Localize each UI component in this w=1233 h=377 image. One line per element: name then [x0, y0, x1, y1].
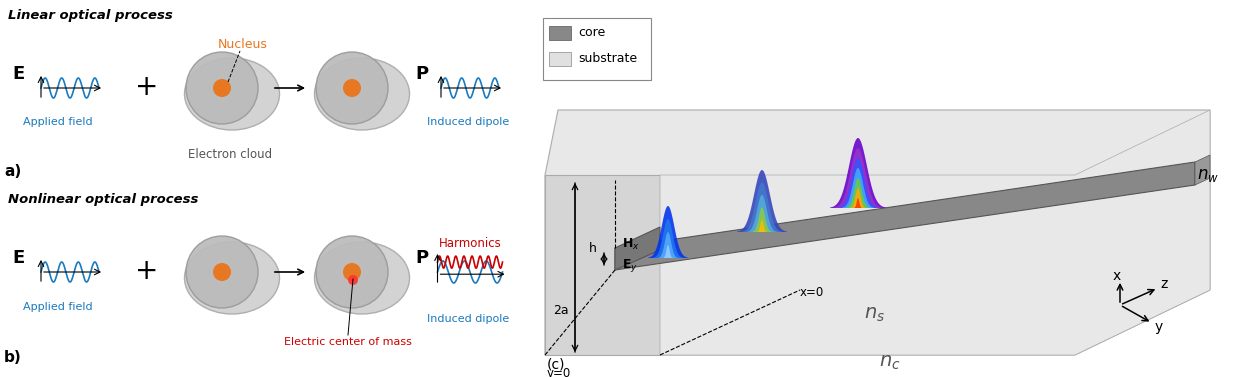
Text: Electric center of mass: Electric center of mass — [284, 337, 412, 347]
Text: 2a: 2a — [554, 303, 568, 317]
Circle shape — [343, 263, 361, 281]
Circle shape — [348, 275, 358, 285]
Text: a): a) — [4, 164, 21, 179]
Text: y=0: y=0 — [547, 367, 571, 377]
Polygon shape — [838, 158, 878, 208]
Circle shape — [343, 79, 361, 97]
Polygon shape — [615, 162, 1195, 270]
Polygon shape — [663, 245, 673, 258]
Text: Linear optical process: Linear optical process — [7, 9, 173, 22]
Text: h: h — [589, 242, 597, 254]
Polygon shape — [747, 195, 777, 232]
Text: x=0: x=0 — [800, 287, 824, 299]
Text: Harmonics: Harmonics — [439, 237, 502, 250]
Text: $\mathbf{E}$: $\mathbf{E}$ — [12, 249, 25, 267]
Polygon shape — [1195, 155, 1210, 185]
Polygon shape — [757, 219, 767, 232]
Polygon shape — [660, 110, 1210, 355]
Circle shape — [213, 263, 231, 281]
Text: (c): (c) — [547, 358, 566, 372]
Text: +: + — [136, 73, 159, 101]
Text: $\boldsymbol{n_c}$: $\boldsymbol{n_c}$ — [879, 352, 901, 371]
Polygon shape — [850, 188, 866, 208]
Circle shape — [316, 52, 388, 124]
Bar — [549, 26, 571, 40]
Text: Nucleus: Nucleus — [218, 38, 268, 52]
Text: x: x — [1113, 269, 1121, 283]
Polygon shape — [615, 227, 660, 270]
Polygon shape — [545, 110, 1210, 355]
Text: Induced dipole: Induced dipole — [427, 314, 509, 324]
Text: Induced dipole: Induced dipole — [427, 117, 509, 127]
Bar — [549, 52, 571, 66]
Text: Electron cloud: Electron cloud — [187, 148, 272, 161]
Polygon shape — [742, 182, 782, 232]
Text: core: core — [578, 26, 605, 40]
Text: $\mathbf{E}$: $\mathbf{E}$ — [12, 65, 25, 83]
Polygon shape — [752, 207, 772, 232]
Text: substrate: substrate — [578, 52, 637, 66]
Polygon shape — [830, 138, 887, 208]
Polygon shape — [653, 219, 683, 258]
Text: $\mathbf{P}$: $\mathbf{P}$ — [416, 249, 429, 267]
Text: $\boldsymbol{n_s}$: $\boldsymbol{n_s}$ — [864, 305, 885, 325]
Text: Applied field: Applied field — [23, 117, 92, 127]
Text: Applied field: Applied field — [23, 302, 92, 312]
Text: +: + — [136, 257, 159, 285]
Text: $\mathbf{E}_y$: $\mathbf{E}_y$ — [621, 256, 637, 273]
Polygon shape — [854, 198, 862, 208]
Text: y: y — [1155, 320, 1163, 334]
Circle shape — [186, 236, 258, 308]
Ellipse shape — [185, 58, 280, 130]
Text: $\boldsymbol{n_w}$: $\boldsymbol{n_w}$ — [1197, 166, 1219, 184]
Ellipse shape — [314, 242, 409, 314]
Ellipse shape — [185, 242, 280, 314]
Polygon shape — [846, 178, 870, 208]
Circle shape — [186, 52, 258, 124]
Text: $\mathbf{H}_x$: $\mathbf{H}_x$ — [621, 236, 640, 251]
Polygon shape — [545, 175, 660, 355]
Polygon shape — [649, 206, 688, 258]
Ellipse shape — [314, 58, 409, 130]
Text: $\mathbf{P}$: $\mathbf{P}$ — [416, 65, 429, 83]
Text: z: z — [1160, 277, 1168, 291]
Text: Nonlinear optical process: Nonlinear optical process — [7, 193, 199, 206]
Polygon shape — [737, 170, 787, 232]
Bar — [543, 18, 651, 80]
Circle shape — [316, 236, 388, 308]
Text: b): b) — [4, 351, 22, 365]
Circle shape — [213, 79, 231, 97]
Polygon shape — [658, 232, 678, 258]
Polygon shape — [842, 168, 874, 208]
Polygon shape — [834, 148, 882, 208]
